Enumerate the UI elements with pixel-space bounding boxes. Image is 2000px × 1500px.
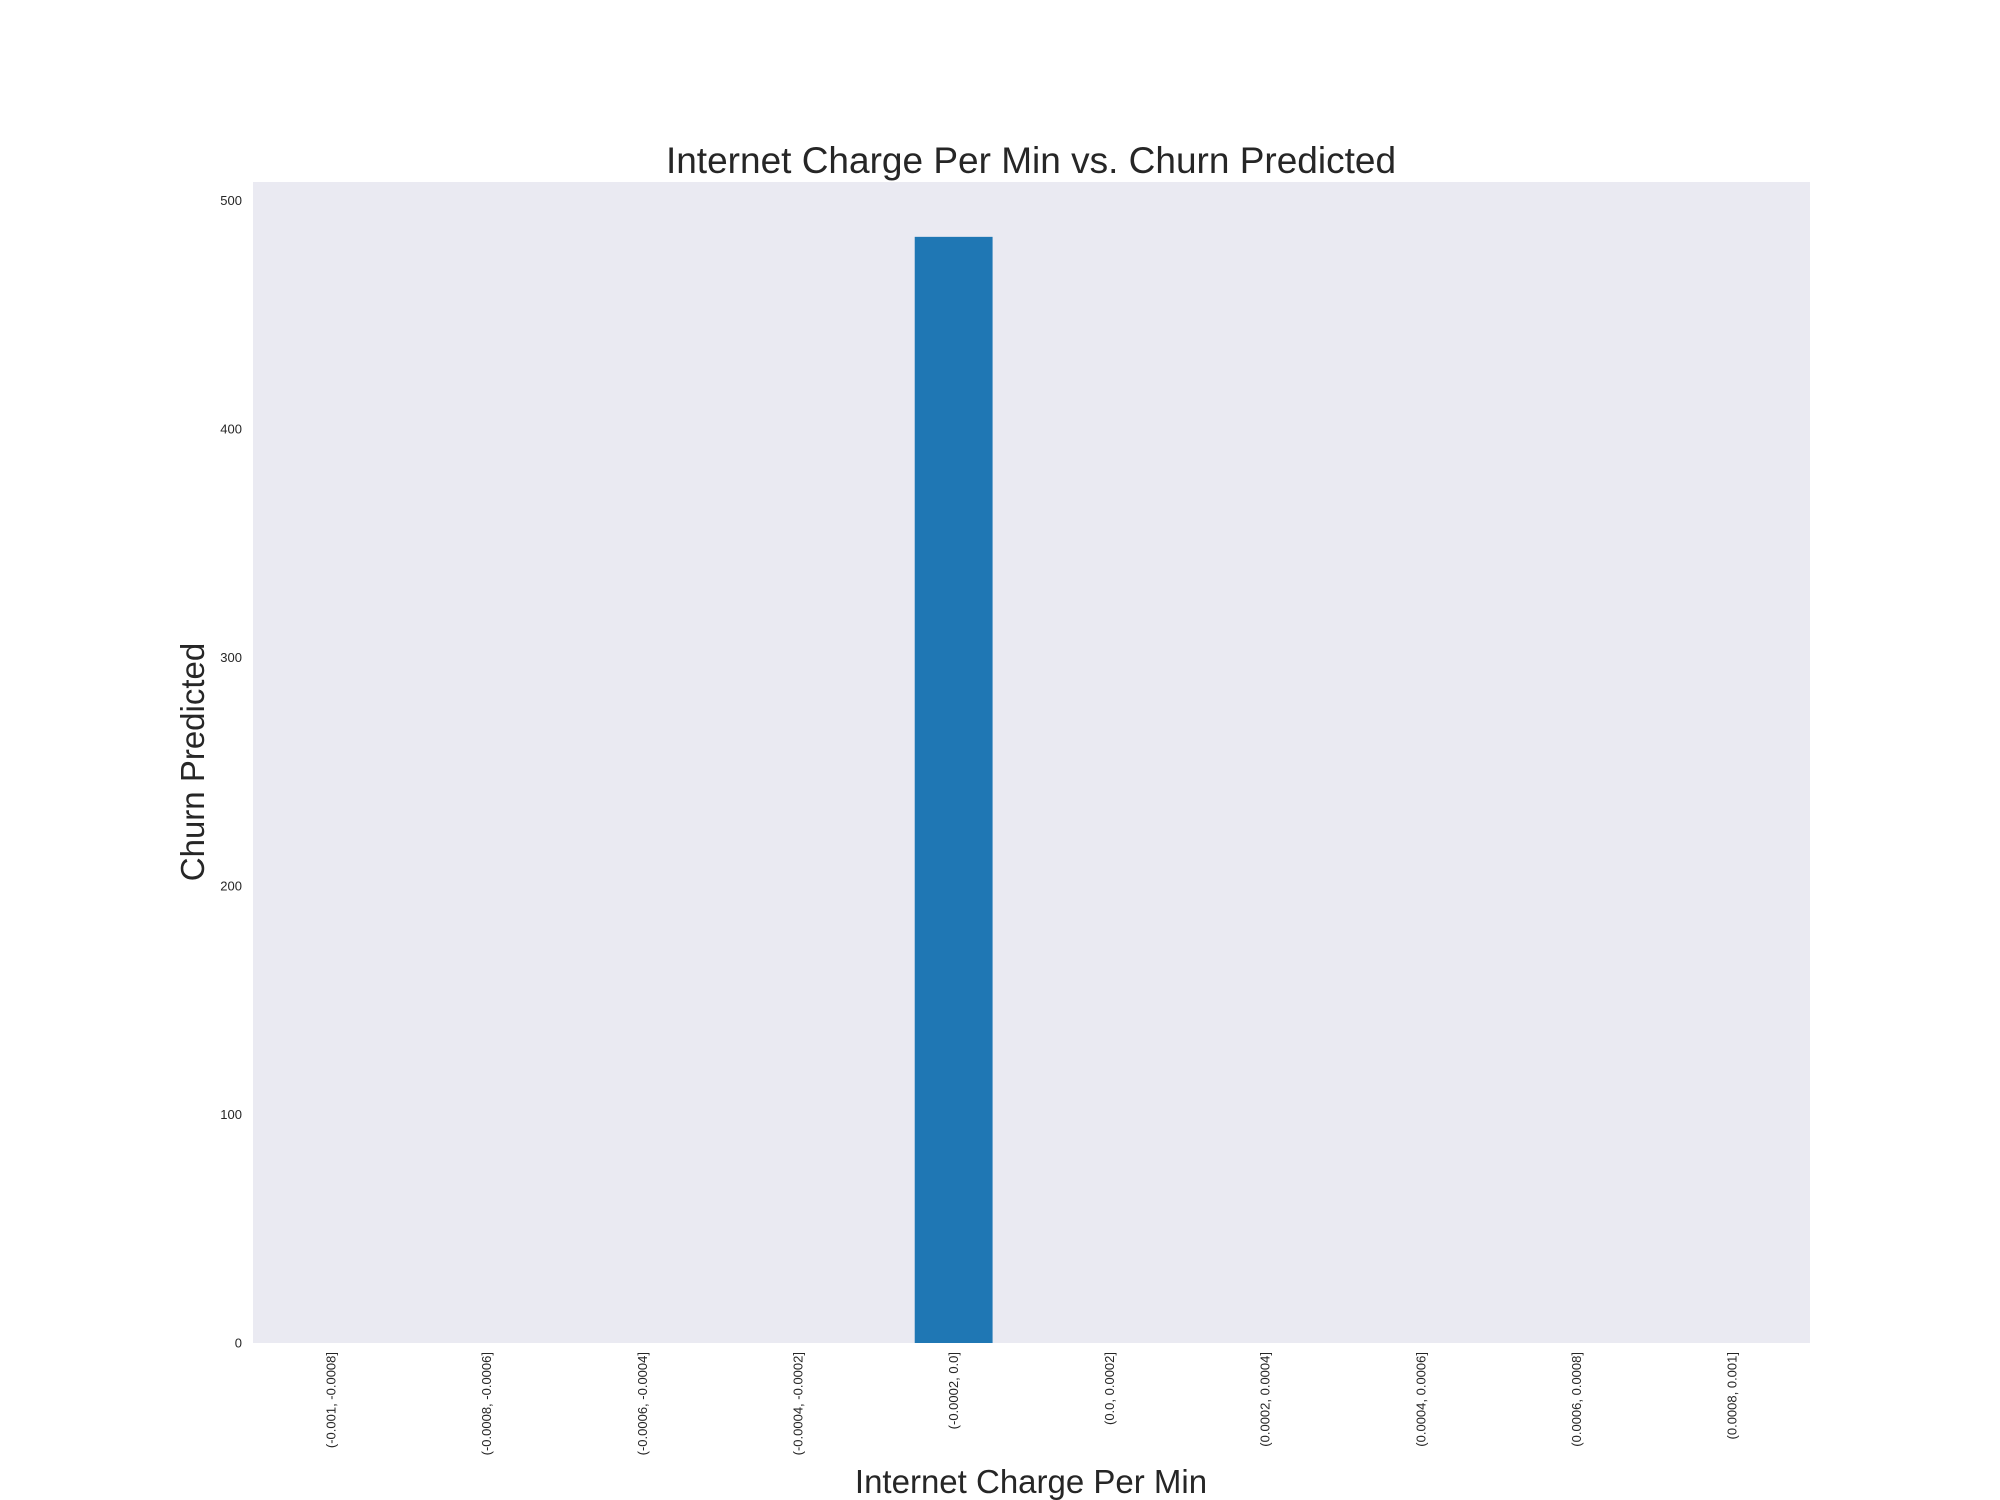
chart-title: Internet Charge Per Min vs. Churn Predic… (666, 140, 1396, 181)
x-tick-label-4: (-0.0002, 0.0] (946, 1352, 961, 1429)
x-tick-label-2: (-0.0006, -0.0004] (635, 1352, 650, 1455)
x-axis-ticks: (-0.001, -0.0008] (-0.0008, -0.0006] (-0.0… (323, 1352, 1739, 1455)
y-tick-label-4: 400 (220, 421, 242, 436)
x-tick-label-0: (-0.001, -0.0008] (323, 1352, 338, 1448)
y-axis-label: Churn Predicted (174, 643, 211, 881)
y-axis-ticks: 0 100 200 300 400 500 (220, 193, 242, 1351)
x-tick-label-1: (-0.0008, -0.0006] (479, 1352, 494, 1455)
x-tick-label-5: (0.0, 0.0002] (1102, 1352, 1117, 1425)
plot-area (253, 182, 1810, 1343)
y-tick-label-1: 100 (220, 1107, 242, 1122)
x-tick-label-9: (0.0008, 0.001] (1725, 1352, 1740, 1439)
x-tick-label-7: (0.0004, 0.0006] (1413, 1352, 1428, 1447)
x-axis-label: Internet Charge Per Min (855, 1463, 1207, 1500)
y-tick-label-5: 500 (220, 193, 242, 208)
y-tick-label-0: 0 (235, 1336, 242, 1351)
y-tick-label-2: 200 (220, 878, 242, 893)
x-tick-label-8: (0.0006, 0.0008] (1569, 1352, 1584, 1447)
bar-4 (914, 236, 993, 1344)
x-tick-label-6: (0.0002, 0.0004] (1258, 1352, 1273, 1447)
bars (914, 236, 993, 1344)
y-tick-label-3: 300 (220, 650, 242, 665)
x-tick-label-3: (-0.0004, -0.0002] (790, 1352, 805, 1455)
